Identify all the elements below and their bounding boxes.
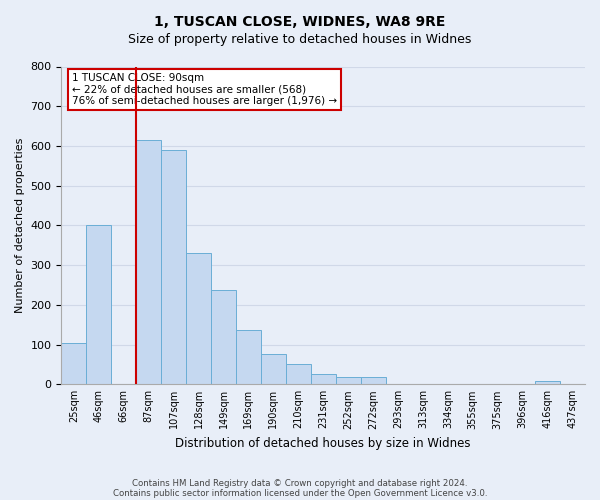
X-axis label: Distribution of detached houses by size in Widnes: Distribution of detached houses by size … [175,437,471,450]
Bar [335,377,361,384]
Text: Contains HM Land Registry data © Crown copyright and database right 2024.: Contains HM Land Registry data © Crown c… [132,478,468,488]
Y-axis label: Number of detached properties: Number of detached properties [15,138,25,313]
Bar [136,140,161,384]
Text: Contains public sector information licensed under the Open Government Licence v3: Contains public sector information licen… [113,488,487,498]
Bar [535,381,560,384]
Text: Size of property relative to detached houses in Widnes: Size of property relative to detached ho… [128,32,472,46]
Text: 1 TUSCAN CLOSE: 90sqm
← 22% of detached houses are smaller (568)
76% of semi-det: 1 TUSCAN CLOSE: 90sqm ← 22% of detached … [72,73,337,106]
Bar [86,226,111,384]
Bar [236,330,261,384]
Bar [161,150,186,384]
Bar [186,253,211,384]
Bar [261,354,286,384]
Bar [361,377,386,384]
Bar [211,290,236,384]
Bar [286,364,311,384]
Bar [61,342,86,384]
Bar [311,374,335,384]
Text: 1, TUSCAN CLOSE, WIDNES, WA8 9RE: 1, TUSCAN CLOSE, WIDNES, WA8 9RE [154,15,446,29]
